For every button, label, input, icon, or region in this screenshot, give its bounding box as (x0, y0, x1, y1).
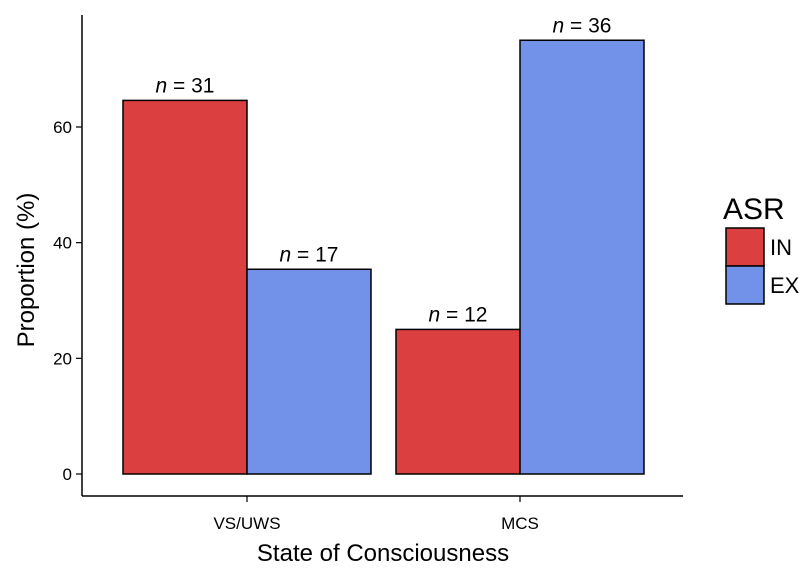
y-tick-label: 0 (63, 465, 72, 484)
x-tick-label: MCS (501, 514, 539, 533)
legend-label-ex: EX (770, 273, 800, 298)
y-tick-label: 40 (53, 234, 72, 253)
x-tick-label: VS/UWS (213, 514, 280, 533)
y-axis-title: Proportion (%) (13, 193, 40, 348)
axes: 0 20 40 60 VS/UWS MCS (53, 15, 683, 533)
bar-ex-vs-uws (246, 268, 372, 475)
legend: ASR IN EX (723, 193, 800, 305)
legend-key-in (725, 227, 765, 267)
y-tick-label: 20 (53, 349, 72, 368)
bar-in-vs-uws (122, 99, 248, 475)
legend-label-in: IN (770, 235, 792, 260)
bar-count-label: n = 17 (280, 243, 339, 266)
x-axis-title: State of Consciousness (257, 540, 509, 565)
legend-key-ex (725, 265, 765, 305)
bars (122, 39, 645, 475)
legend-title: ASR (723, 193, 785, 226)
bar-in-mcs (395, 328, 521, 475)
bar-labels: n = 31 n = 12 n = 17 n = 36 (156, 14, 612, 326)
bar-count-label: n = 31 (156, 74, 215, 97)
y-tick-label: 60 (53, 118, 72, 137)
bar-ex-mcs (519, 39, 645, 475)
bar-count-label: n = 12 (429, 303, 488, 326)
bar-count-label: n = 36 (553, 14, 612, 37)
